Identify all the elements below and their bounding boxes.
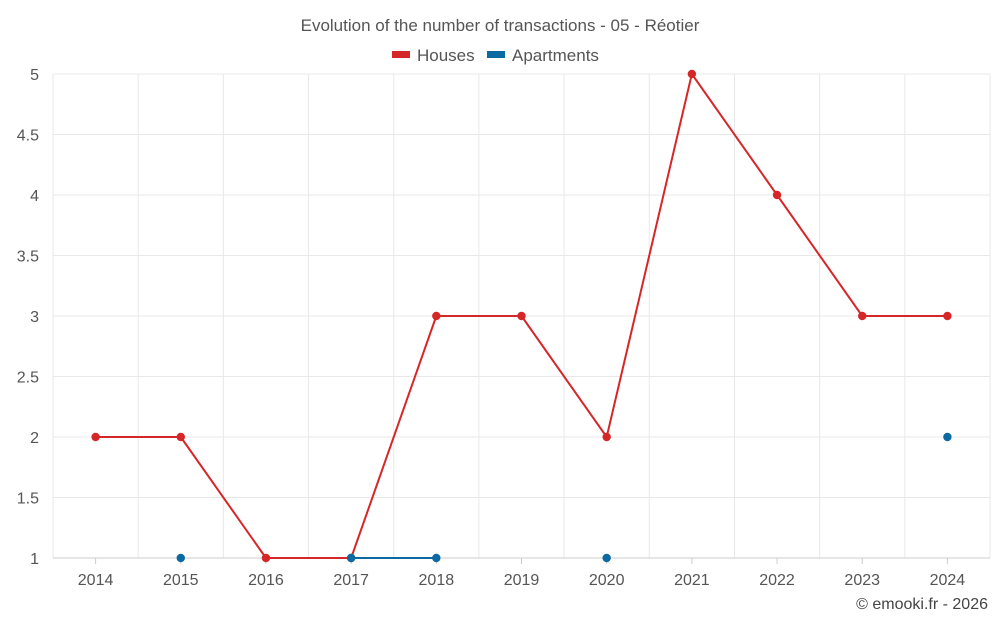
y-tick-label: 2.5 bbox=[17, 370, 39, 387]
data-point-houses-2019[interactable] bbox=[517, 311, 526, 321]
data-point-apartments-2015[interactable] bbox=[176, 553, 185, 563]
series-line-segment bbox=[690, 73, 779, 196]
data-point-houses-2023[interactable] bbox=[858, 311, 867, 321]
data-point-apartments-2018[interactable] bbox=[432, 553, 441, 563]
series-line-segment bbox=[520, 315, 608, 438]
data-point-apartments-2024[interactable] bbox=[943, 432, 952, 442]
legend-label-houses[interactable]: Houses bbox=[417, 46, 475, 65]
y-tick-label: 4 bbox=[30, 188, 39, 205]
x-tick-label: 2014 bbox=[78, 572, 114, 589]
x-tick-label: 2020 bbox=[589, 572, 625, 589]
data-point-apartments-2017[interactable] bbox=[346, 553, 356, 563]
series-line-segment bbox=[350, 315, 438, 559]
y-tick-label: 1 bbox=[30, 551, 39, 568]
x-tick-label: 2017 bbox=[333, 572, 369, 589]
x-tick-label: 2023 bbox=[844, 572, 880, 589]
legend-swatch-apartments bbox=[487, 51, 505, 58]
data-point-houses-2016[interactable] bbox=[261, 553, 271, 563]
data-point-houses-2024[interactable] bbox=[943, 311, 952, 321]
x-tick-label: 2021 bbox=[674, 572, 710, 589]
x-tick-label: 2018 bbox=[419, 572, 455, 589]
y-tick-label: 5 bbox=[30, 67, 39, 84]
x-tick-label: 2022 bbox=[759, 572, 795, 589]
legend-swatch-houses bbox=[392, 51, 410, 58]
data-point-houses-2018[interactable] bbox=[432, 311, 441, 321]
y-tick-label: 4.5 bbox=[17, 128, 39, 145]
data-point-houses-2015[interactable] bbox=[176, 432, 185, 442]
series-houses bbox=[91, 69, 952, 563]
data-point-houses-2014[interactable] bbox=[91, 432, 100, 442]
x-tick-label: 2024 bbox=[930, 572, 966, 589]
axes: 1 1.5 2 2.5 3 3.5 4 4.5 5 2014 2015 2016 2017 2018 201… bbox=[17, 67, 990, 589]
credit-text: © emooki.fr - 2026 bbox=[856, 596, 988, 613]
data-point-houses-2022[interactable] bbox=[772, 190, 782, 200]
series-apartments bbox=[176, 432, 952, 563]
y-tick-label: 2 bbox=[30, 430, 39, 447]
x-tick-label: 2019 bbox=[504, 572, 540, 589]
y-tick-label: 3.5 bbox=[17, 249, 39, 266]
y-tick-label: 1.5 bbox=[17, 491, 39, 508]
series-line-segment bbox=[179, 436, 267, 559]
data-point-houses-2020[interactable] bbox=[602, 432, 611, 442]
data-point-houses-2021[interactable] bbox=[687, 69, 697, 79]
legend-label-apartments[interactable]: Apartments bbox=[512, 46, 599, 65]
series-line-segment bbox=[605, 73, 693, 438]
legend: Houses Apartments bbox=[392, 46, 599, 65]
series-line-segment bbox=[776, 194, 864, 317]
data-point-apartments-2020[interactable] bbox=[602, 553, 611, 563]
y-tick-label: 3 bbox=[30, 309, 39, 326]
x-tick-label: 2016 bbox=[248, 572, 284, 589]
series bbox=[91, 69, 952, 563]
x-tick-label: 2015 bbox=[163, 572, 199, 589]
chart-title: Evolution of the number of transactions … bbox=[301, 16, 700, 35]
